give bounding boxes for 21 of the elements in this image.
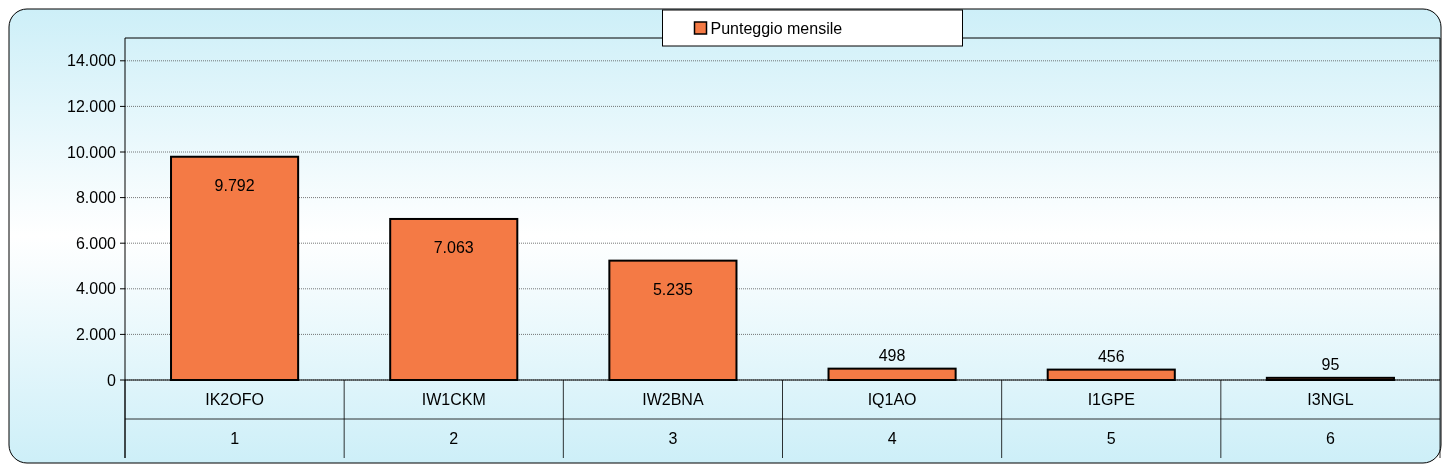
- category-label: IW2BNA 3: [642, 391, 704, 448]
- y-tick-label: 10.000: [67, 143, 117, 161]
- data-label: 5.235: [652, 280, 694, 298]
- category-label: I3NGL 6: [1307, 391, 1354, 448]
- y-tick-label: 2.000: [75, 326, 117, 343]
- data-label: 456: [1097, 347, 1125, 365]
- data-label: 7.063: [433, 238, 474, 256]
- data-label: 95: [1321, 355, 1340, 373]
- category-label: I1GPE 5: [1087, 391, 1135, 448]
- y-tick-label: 14.000: [67, 52, 117, 70]
- category-label: IQ1AO 4: [867, 391, 917, 448]
- y-tick-label: 6.000: [75, 234, 117, 252]
- y-tick-label: 4.000: [75, 280, 117, 298]
- y-tick-label: 8.000: [75, 189, 117, 207]
- data-label: 498: [878, 346, 906, 364]
- data-label: 9.792: [214, 176, 255, 194]
- category-label: IW1CKM 2: [421, 391, 486, 448]
- y-tick-label: 12.000: [67, 98, 117, 115]
- y-tick-label: 0: [107, 371, 117, 389]
- category-label: IK2OFO 1: [205, 391, 264, 448]
- legend-label: Punteggio mensile: [710, 19, 843, 37]
